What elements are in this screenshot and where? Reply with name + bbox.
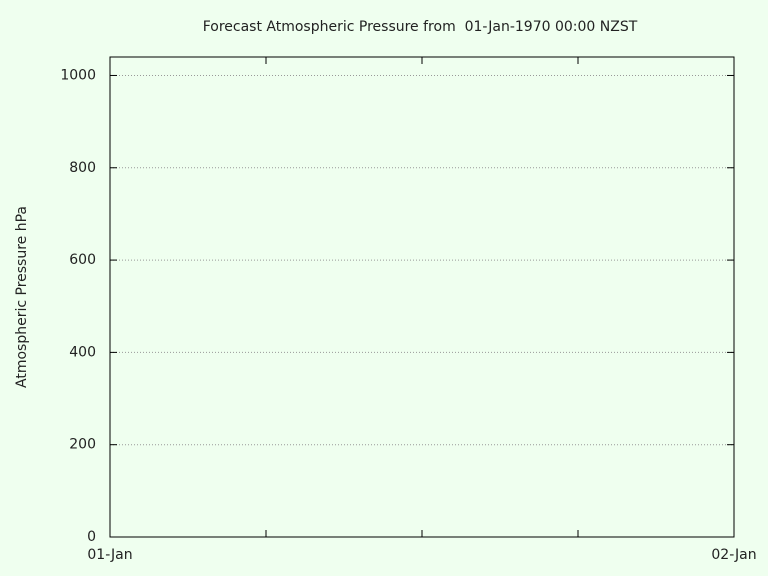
y-tick-label: 0 bbox=[87, 529, 96, 545]
y-tick-label: 1000 bbox=[60, 67, 96, 83]
chart-title: Forecast Atmospheric Pressure from 01-Ja… bbox=[203, 19, 638, 35]
y-tick-label: 200 bbox=[69, 437, 96, 453]
y-tick-label: 800 bbox=[69, 160, 96, 176]
y-tick-label: 400 bbox=[69, 344, 96, 360]
y-axis-label: Atmospheric Pressure hPa bbox=[14, 206, 30, 388]
x-tick-label: 02-Jan bbox=[711, 547, 756, 563]
plot-frame bbox=[109, 56, 735, 538]
x-tick-label: 01-Jan bbox=[87, 547, 132, 563]
y-tick-label: 600 bbox=[69, 252, 96, 268]
